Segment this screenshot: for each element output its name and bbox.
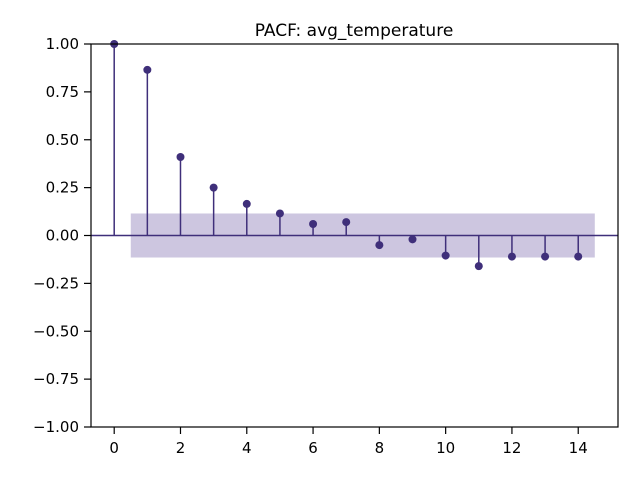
chart-title: PACF: avg_temperature xyxy=(255,21,454,41)
stem-marker-lag-9 xyxy=(408,235,417,244)
x-tick-label-6: 6 xyxy=(308,439,318,457)
y-tick-label-3: 0.25 xyxy=(46,179,79,197)
stem-marker-lag-5 xyxy=(275,209,284,218)
stem-marker-lag-13 xyxy=(541,252,550,261)
axes-layer: 0 2 4 6 8 10 12 14 1.00 0.75 0.50 0.25 0.00 −0.25 −0.5… xyxy=(33,35,619,457)
stem-marker-lag-10 xyxy=(441,251,450,260)
x-tick-label-12: 12 xyxy=(502,439,521,457)
stem-marker-lag-8 xyxy=(375,241,384,250)
y-tick-label-5: −0.25 xyxy=(33,274,79,292)
y-tick-label-4: 0.00 xyxy=(46,227,79,245)
x-tick-label-10: 10 xyxy=(436,439,455,457)
y-tick-label-8: −1.00 xyxy=(33,418,79,436)
stem-marker-lag-1 xyxy=(143,65,152,74)
y-tick-label-2: 0.50 xyxy=(46,131,79,149)
x-tick-label-0: 0 xyxy=(109,439,119,457)
y-tick-label-6: −0.50 xyxy=(33,322,79,340)
stem-marker-lag-14 xyxy=(574,252,583,261)
stem-marker-lag-7 xyxy=(342,218,351,227)
stem-marker-lag-2 xyxy=(176,152,185,161)
stem-marker-lag-3 xyxy=(209,183,218,192)
y-tick-label-0: 1.00 xyxy=(46,35,79,53)
x-tick-label-4: 4 xyxy=(242,439,252,457)
y-tick-label-1: 0.75 xyxy=(46,83,79,101)
x-tick-label-2: 2 xyxy=(176,439,186,457)
stem-marker-lag-6 xyxy=(309,220,318,229)
y-tick-label-7: −0.75 xyxy=(33,370,79,388)
x-tick-label-14: 14 xyxy=(569,439,588,457)
stem-marker-lag-11 xyxy=(474,262,483,271)
x-tick-label-8: 8 xyxy=(375,439,385,457)
stem-marker-lag-12 xyxy=(507,252,516,261)
stem-marker-lag-4 xyxy=(242,199,251,208)
